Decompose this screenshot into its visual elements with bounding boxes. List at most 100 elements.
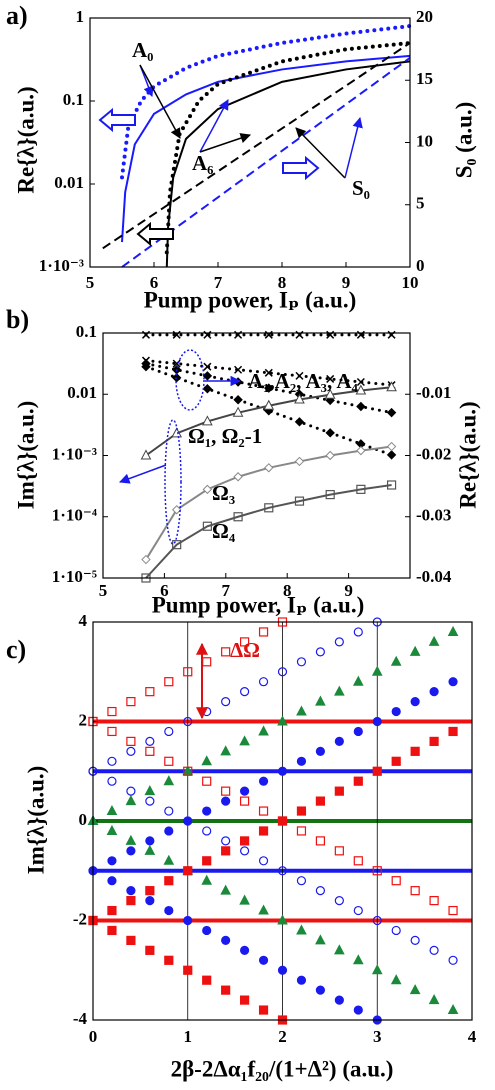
point (258, 826, 269, 836)
point (448, 726, 458, 737)
panel-label: b) (6, 305, 29, 334)
y-tick-label: 2 (79, 710, 88, 729)
point (126, 846, 136, 856)
y-tick-label: 1·10⁻³ (52, 444, 97, 463)
point (202, 484, 213, 495)
point (277, 667, 288, 677)
series-line (121, 54, 411, 243)
point (164, 826, 174, 836)
point (126, 895, 136, 906)
point (145, 836, 155, 846)
arrow (295, 127, 346, 179)
point (386, 381, 397, 392)
point (334, 846, 344, 856)
point (334, 685, 345, 696)
point (107, 776, 117, 786)
point (296, 876, 307, 886)
y-tick-label: 0.1 (63, 90, 84, 109)
point (240, 945, 250, 955)
y-tick-label: 4 (79, 611, 88, 630)
point (232, 406, 244, 417)
point (140, 449, 152, 460)
y2-tick-label: 5 (416, 194, 425, 213)
point (296, 705, 307, 716)
y-tick-label: 1·10⁻³ (39, 256, 84, 275)
point (221, 796, 231, 806)
annotation: A₁,A₂, A₃, A₄ (248, 369, 358, 393)
point (221, 836, 231, 846)
y-tick-label: 0.01 (67, 383, 97, 402)
point (141, 361, 151, 372)
point (386, 450, 397, 460)
x-axis-label: Pump power, Iₚ (a.u.) (144, 287, 357, 312)
point (202, 925, 212, 936)
point (263, 399, 275, 410)
point (353, 726, 363, 737)
x-tick-label: 5 (99, 581, 108, 600)
y2-tick-label: -0.01 (416, 383, 451, 402)
y-tick-label: 1·10⁻⁵ (52, 567, 97, 586)
point (239, 894, 250, 905)
y-tick-label: -2 (73, 909, 87, 928)
point (356, 445, 366, 456)
point (391, 706, 401, 717)
point (202, 371, 213, 381)
point (387, 330, 396, 339)
point (410, 935, 420, 946)
point (315, 695, 326, 706)
point (334, 637, 344, 647)
point (126, 886, 136, 896)
point (372, 766, 382, 776)
annotation: ΔΩ (230, 638, 260, 662)
point (296, 924, 307, 935)
point (296, 756, 307, 766)
x-tick-label: 8 (283, 581, 292, 600)
point (325, 428, 335, 438)
point (145, 796, 155, 806)
point (202, 806, 212, 816)
point (391, 756, 401, 766)
y-tick-label: 0.1 (76, 322, 97, 341)
y-tick-label: 1·10⁻⁴ (52, 506, 97, 525)
point (371, 665, 383, 676)
point (164, 677, 174, 687)
series-line (145, 386, 392, 457)
point (107, 856, 117, 866)
block-arrow (136, 221, 174, 247)
point (202, 657, 212, 667)
point (315, 647, 325, 657)
y2-tick-label: 20 (416, 7, 433, 26)
point (353, 905, 363, 916)
y2-tick-label: 0 (416, 256, 425, 275)
series-line (144, 365, 394, 457)
point (258, 725, 269, 736)
point (172, 540, 182, 550)
point (202, 826, 212, 836)
series-line (144, 359, 394, 387)
point (410, 886, 420, 896)
annotation: Ω₁, Ω₂-1 (188, 424, 262, 448)
point (233, 512, 243, 522)
point (277, 816, 288, 826)
point (145, 945, 155, 955)
point (353, 856, 363, 866)
point (410, 696, 420, 707)
point (106, 804, 118, 816)
plot-frame (92, 621, 473, 1021)
point (125, 834, 137, 845)
point (372, 915, 382, 926)
x-tick-label: 9 (342, 273, 351, 292)
point (126, 786, 136, 796)
point (277, 866, 288, 876)
x-tick-label: 3 (373, 1027, 382, 1046)
point (145, 895, 155, 906)
point (334, 736, 344, 747)
point (221, 935, 231, 946)
point (164, 806, 174, 816)
y2-tick-label: -0.02 (416, 444, 451, 463)
point (202, 521, 212, 531)
point (391, 876, 401, 886)
point (221, 985, 231, 995)
point (356, 377, 365, 387)
